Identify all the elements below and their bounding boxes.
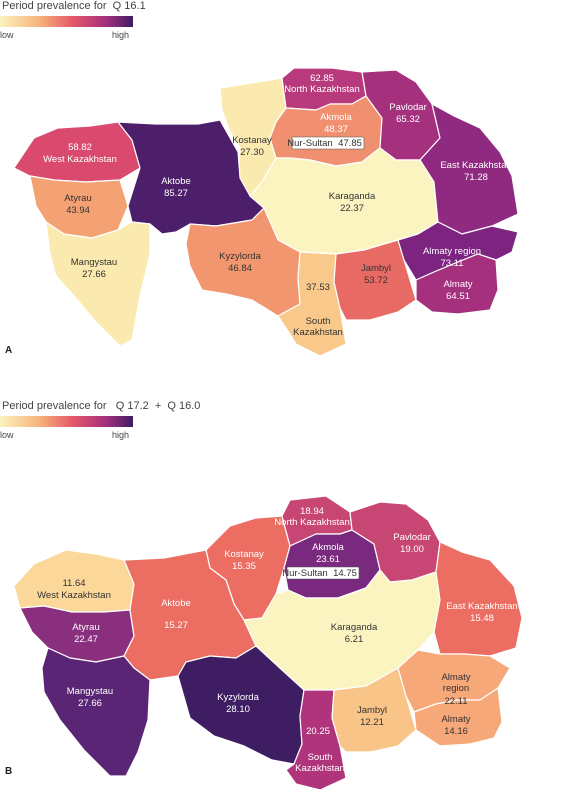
panel-label: B <box>5 766 13 777</box>
label-nur-sultan-name: Nur-Sultan <box>282 568 327 579</box>
label-nur-sultan-value: 14.75 <box>333 568 357 579</box>
label-east-kazakhstan-value: 71.28 <box>464 172 488 183</box>
label-east-kazakhstan-name: East Kazakhstan <box>440 160 511 171</box>
legend-high-label: high <box>112 430 130 440</box>
label-north-kazakhstan-value: 62.85 <box>310 73 334 84</box>
label-kostanay-value: 15.35 <box>232 561 256 572</box>
label-west-kazakhstan-value: 11.64 <box>62 578 85 589</box>
region-almaty[interactable] <box>415 253 499 315</box>
label-west-kazakhstan-value: 58.82 <box>68 142 92 153</box>
label-akmola-name: Akmola <box>312 542 344 553</box>
label-almaty-region-name: Almaty region <box>441 672 470 694</box>
label-almaty-name: Almaty <box>443 279 472 290</box>
label-almaty-region-name: Almaty region <box>423 246 481 257</box>
label-north-kazakhstan-value: 18.94 <box>300 506 324 517</box>
label-karaganda-value: 6.21 <box>345 634 364 645</box>
label-kyzylorda-name: Kyzylorda <box>219 251 261 262</box>
label-west-kazakhstan-name: West Kazakhstan <box>37 590 111 601</box>
label-karaganda-value: 22.37 <box>340 203 364 214</box>
label-south-kazakhstan-name-1: South Kazakhstan <box>293 316 343 338</box>
label-mangystau-value: 27.66 <box>82 269 106 280</box>
kazakhstan-map-a: 62.85 North Kazakhstan Pavlodar 65.32 Ak… <box>13 67 519 357</box>
label-kostanay-name: Kostanay <box>224 549 264 560</box>
label-mangystau-value: 27.66 <box>78 698 102 709</box>
color-legend-bar <box>0 16 133 27</box>
panel-title: Period prevalence for Q 17.2 + Q 16.0 <box>2 400 201 412</box>
label-kostanay-name: Kostanay <box>232 135 272 146</box>
nur-sultan-label-box <box>291 136 365 150</box>
label-south-kazakhstan-name: South Kazakhstan <box>295 752 345 774</box>
label-akmola-value: 23.61 <box>316 554 340 565</box>
label-akmola-name: Akmola <box>320 112 352 123</box>
label-kyzylorda-value: 28.10 <box>226 704 250 715</box>
label-almaty-region-value: 22.11 <box>444 696 467 707</box>
label-south-kazakhstan-value: 20.25 <box>306 726 330 737</box>
label-karaganda-name: Karaganda <box>329 191 376 202</box>
label-north-kazakhstan-name: North Kazakhstan <box>274 517 350 528</box>
color-legend-bar <box>0 416 133 427</box>
region-mangystau[interactable] <box>45 221 151 347</box>
label-north-kazakhstan-name: North Kazakhstan <box>284 84 360 95</box>
label-kostanay-value: 27.30 <box>240 147 264 158</box>
region-mangystau[interactable] <box>41 647 151 777</box>
label-pavlodar-name: Pavlodar <box>393 532 431 543</box>
label-kyzylorda-value: 46.84 <box>228 263 252 274</box>
label-aktobe-value: 15.27 <box>164 620 188 631</box>
label-east-kazakhstan-value: 15.48 <box>470 613 494 624</box>
label-east-kazakhstan-name: East Kazakhstan <box>446 601 517 612</box>
map-panel-a: Period prevalence for Q 16.1 low high <box>0 0 519 357</box>
panel-label: A <box>5 345 13 356</box>
label-kyzylorda-name: Kyzylorda <box>217 692 259 703</box>
label-pavlodar-name: Pavlodar <box>389 102 427 113</box>
panel-title: Period prevalence for Q 16.1 <box>2 0 146 12</box>
label-aktobe-name: Aktobe <box>161 598 191 609</box>
region-jambyl[interactable] <box>333 239 417 321</box>
label-almaty-value: 14.16 <box>444 726 468 737</box>
label-jambyl-value: 12.21 <box>360 717 384 728</box>
label-mangystau-name: Mangystau <box>67 686 113 697</box>
label-nur-sultan-name: Nur-Sultan <box>287 138 332 149</box>
label-almaty-name: Almaty <box>441 714 470 725</box>
label-akmola-value: 48.37 <box>324 124 348 135</box>
label-south-kazakhstan-value: 37.53 <box>306 282 330 293</box>
label-atyrau-name: Atyrau <box>72 622 99 633</box>
label-jambyl-value: 53.72 <box>364 275 388 286</box>
nur-sultan-label-box <box>286 566 360 580</box>
region-jambyl[interactable] <box>331 667 417 753</box>
label-nur-sultan-value: 47.85 <box>338 138 362 149</box>
label-almaty-value: 64.51 <box>446 291 470 302</box>
label-mangystau-name: Mangystau <box>71 257 117 268</box>
region-almaty[interactable] <box>413 687 503 747</box>
label-jambyl-name: Jambyl <box>357 705 387 716</box>
label-atyrau-name: Atyrau <box>64 193 91 204</box>
label-pavlodar-value: 19.00 <box>400 544 424 555</box>
label-jambyl-name: Jambyl <box>361 263 391 274</box>
kazakhstan-map-b: 18.94 North Kazakhstan Pavlodar 19.00 Ak… <box>13 495 523 791</box>
label-almaty-region-value: 73.11 <box>440 258 463 269</box>
map-panel-b: Period prevalence for Q 17.2 + Q 16.0 lo… <box>0 400 564 800</box>
label-atyrau-value: 43.94 <box>66 205 90 216</box>
legend-low-label: low <box>0 30 14 40</box>
label-west-kazakhstan-name: West Kazakhstan <box>43 154 117 165</box>
label-pavlodar-value: 65.32 <box>396 114 420 125</box>
region-east-kazakhstan[interactable] <box>433 541 523 657</box>
label-aktobe-value: 85.27 <box>164 188 188 199</box>
label-aktobe-name: Aktobe <box>161 176 191 187</box>
legend-high-label: high <box>112 30 130 40</box>
label-karaganda-name: Karaganda <box>331 622 378 633</box>
label-atyrau-value: 22.47 <box>74 634 98 645</box>
legend-low-label: low <box>0 430 14 440</box>
